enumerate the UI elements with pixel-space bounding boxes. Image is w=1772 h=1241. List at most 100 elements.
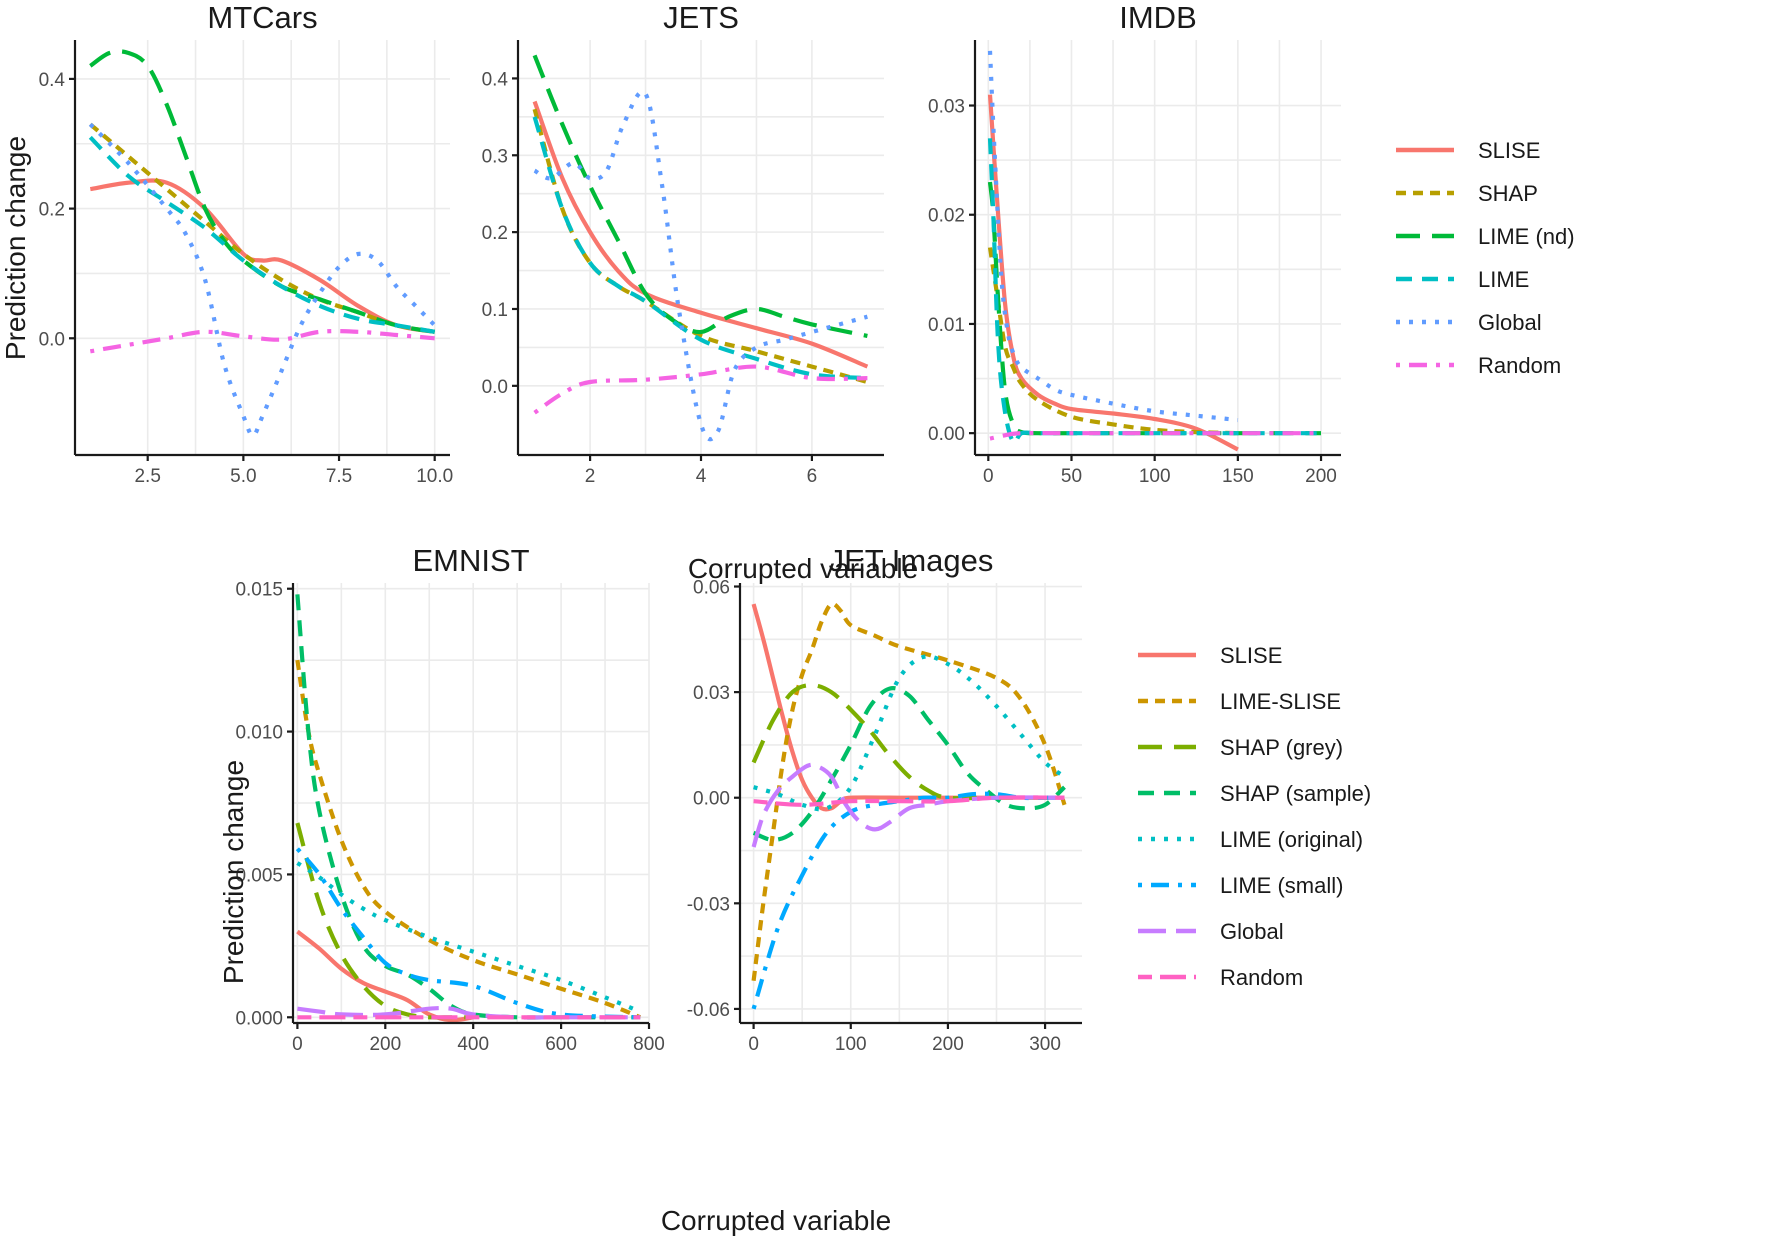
x-tick-label: 800 xyxy=(633,1034,665,1055)
y-tick-label: 0.005 xyxy=(235,865,283,886)
legend-label: LIME-SLISE xyxy=(1220,689,1341,714)
x-tick-label: 200 xyxy=(932,1034,964,1055)
series-group xyxy=(987,50,1321,452)
x-tick-label: 100 xyxy=(1139,466,1171,487)
x-tick-label: 200 xyxy=(369,1034,401,1055)
panel-jetimages: 0 100 200 300 -0.06 -0.03 0.00 0.03 0.06 JET Imag… xyxy=(687,543,1082,1055)
series-line-shap xyxy=(88,122,436,334)
y-tick-label: 0.1 xyxy=(482,300,508,321)
x-tick-label: 0 xyxy=(292,1034,303,1055)
y-tick-label: 0.01 xyxy=(928,315,965,336)
legend-label: Random xyxy=(1478,353,1561,378)
series-line-random xyxy=(989,430,1321,441)
x-tick-label: 10.0 xyxy=(416,466,453,487)
series-line-lime-slise xyxy=(751,601,1067,982)
x-tick-label: 0 xyxy=(983,466,994,487)
series-group xyxy=(295,594,641,1023)
top-ylabel: Prediction change xyxy=(0,136,31,360)
series-line-global xyxy=(533,89,868,442)
bottom-xlabel: Corrupted variable xyxy=(661,1205,891,1236)
y-tick-label: 0.03 xyxy=(928,97,965,118)
y-tick-label: 0.4 xyxy=(482,69,509,90)
y-tick-label: 0.0 xyxy=(39,329,65,350)
legend-label: SHAP (grey) xyxy=(1220,735,1343,760)
legend-label: LIME xyxy=(1478,267,1529,292)
legend-label: Global xyxy=(1478,310,1542,335)
series-group xyxy=(751,601,1067,1010)
y-tick-label: 0.015 xyxy=(235,580,283,601)
x-tick-label: 2.5 xyxy=(134,466,160,487)
series-line-shap-sample xyxy=(752,686,1066,843)
panel-title: EMNIST xyxy=(412,543,529,578)
legend-label: SLISE xyxy=(1478,138,1540,163)
legend-label: SHAP (sample) xyxy=(1220,781,1371,806)
panel-title: JET Images xyxy=(829,543,994,578)
series-line-shap xyxy=(532,108,868,385)
y-tick-label: 0.4 xyxy=(39,70,66,91)
x-tick-label: 4 xyxy=(696,466,707,487)
y-tick-label: 0.2 xyxy=(482,223,508,244)
series-line-lime-nd xyxy=(89,49,436,334)
legend-label: SLISE xyxy=(1220,643,1282,668)
series-line-lime-original xyxy=(753,654,1066,812)
x-tick-label: 0 xyxy=(748,1034,759,1055)
legend-label: LIME (nd) xyxy=(1478,224,1575,249)
y-tick-label: 0.3 xyxy=(482,146,508,167)
legend-bottom: SLISE LIME-SLISE SHAP (grey) SHAP (sample) L… xyxy=(1138,643,1371,990)
series-group xyxy=(88,49,437,438)
series-line-shap-sample xyxy=(295,594,641,1020)
panel-title: MTCars xyxy=(207,0,317,35)
x-tick-label: 100 xyxy=(835,1034,867,1055)
y-tick-label: 0.03 xyxy=(693,683,730,704)
x-tick-label: 400 xyxy=(457,1034,489,1055)
y-tick-label: 0.0 xyxy=(482,377,508,398)
panel-jets: 2 4 6 0.0 0.1 0.2 0.3 0.4 JETS xyxy=(482,0,884,487)
series-line-global xyxy=(297,1005,641,1020)
series-line-random xyxy=(533,364,868,415)
top-xlabel: Corrupted variable xyxy=(688,553,918,584)
x-tick-label: 50 xyxy=(1061,466,1082,487)
x-tick-label: 600 xyxy=(545,1034,577,1055)
panel-mtcars: 2.5 5.0 7.5 10.0 0.0 0.2 0.4 MTCars xyxy=(39,0,454,487)
series-line-lime-original xyxy=(296,861,641,1014)
series-line-shap-grey xyxy=(751,683,1065,801)
series-line-lime xyxy=(987,138,1321,445)
x-tick-label: 7.5 xyxy=(326,466,352,487)
series-line-slise xyxy=(987,94,1239,452)
panel-title: JETS xyxy=(663,0,739,35)
bottom-ylabel: Prediction change xyxy=(218,760,249,984)
y-tick-label: 0.00 xyxy=(693,789,730,810)
x-tick-label: 5.0 xyxy=(230,466,256,487)
y-tick-label: 0.00 xyxy=(928,424,965,445)
x-tick-label: 6 xyxy=(807,466,818,487)
legend-label: Random xyxy=(1220,965,1303,990)
series-line-shap xyxy=(987,247,1238,436)
legend-label: LIME (small) xyxy=(1220,873,1343,898)
legend-top: SLISE SHAP LIME (nd) LIME Global Random xyxy=(1396,138,1575,378)
series-line-slise xyxy=(89,178,436,334)
legend-label: SHAP xyxy=(1478,181,1538,206)
series-line-lime-small xyxy=(295,847,641,1020)
panel-title: IMDB xyxy=(1119,0,1197,35)
legend-label: LIME (original) xyxy=(1220,827,1363,852)
panel-imdb: 0 50 100 150 200 0.00 0.01 0.02 0.03 IMDB xyxy=(928,0,1341,487)
y-tick-label: 0.06 xyxy=(693,578,730,599)
y-tick-label: -0.03 xyxy=(687,894,730,915)
series-group xyxy=(532,54,869,442)
x-tick-label: 150 xyxy=(1222,466,1254,487)
series-line-global xyxy=(751,762,1065,848)
series-line-random xyxy=(89,328,435,354)
y-tick-label: 0.2 xyxy=(39,200,65,221)
chart-panels: 2.5 5.0 7.5 10.0 0.0 0.2 0.4 MTCars 2 4 6 0.0 0.1 0.2… xyxy=(39,0,1341,1055)
series-line-random xyxy=(753,795,1065,807)
y-tick-label: 0.010 xyxy=(235,723,283,744)
y-tick-label: -0.06 xyxy=(687,1000,730,1021)
x-tick-label: 200 xyxy=(1305,466,1337,487)
series-line-global xyxy=(88,122,437,438)
y-tick-label: 0.000 xyxy=(235,1008,283,1029)
x-tick-label: 2 xyxy=(585,466,596,487)
panel-emnist: 0 200 400 600 800 0.000 0.005 0.010 0.015 EMNIST xyxy=(235,543,664,1055)
x-tick-label: 300 xyxy=(1029,1034,1061,1055)
series-line-lime-slise xyxy=(295,659,641,1020)
